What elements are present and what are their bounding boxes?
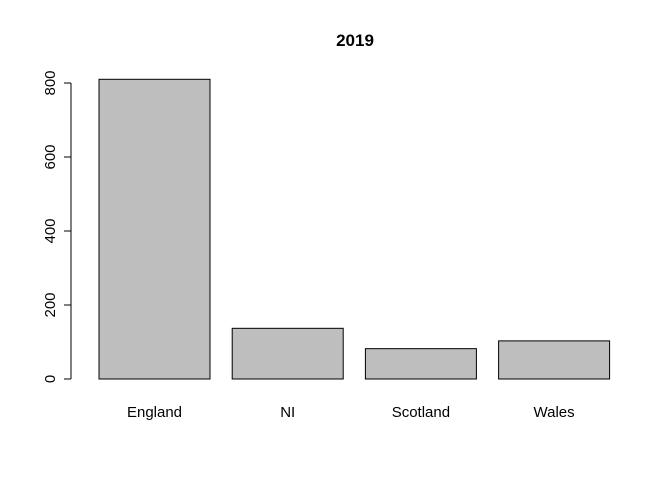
bar-ni bbox=[231, 327, 344, 380]
bar-wales bbox=[498, 340, 611, 380]
bar-england bbox=[98, 78, 211, 380]
chart-title: 2019 bbox=[336, 31, 374, 50]
y-tick-label: 600 bbox=[42, 144, 59, 169]
y-axis: 0 200 400 600 800 bbox=[42, 70, 72, 383]
x-tick-label: England bbox=[127, 404, 182, 421]
x-tick-label: Wales bbox=[534, 404, 575, 421]
y-tick-label: 0 bbox=[42, 375, 59, 383]
x-tick-label: Scotland bbox=[392, 404, 450, 421]
y-tick-label: 400 bbox=[42, 218, 59, 243]
x-tick-label: NI bbox=[280, 404, 295, 421]
y-tick-label: 800 bbox=[42, 70, 59, 95]
bar-scotland bbox=[364, 348, 477, 380]
y-tick-label: 200 bbox=[42, 292, 59, 317]
x-axis-labels: England NI Scotland Wales bbox=[127, 404, 575, 421]
bars bbox=[98, 78, 611, 380]
